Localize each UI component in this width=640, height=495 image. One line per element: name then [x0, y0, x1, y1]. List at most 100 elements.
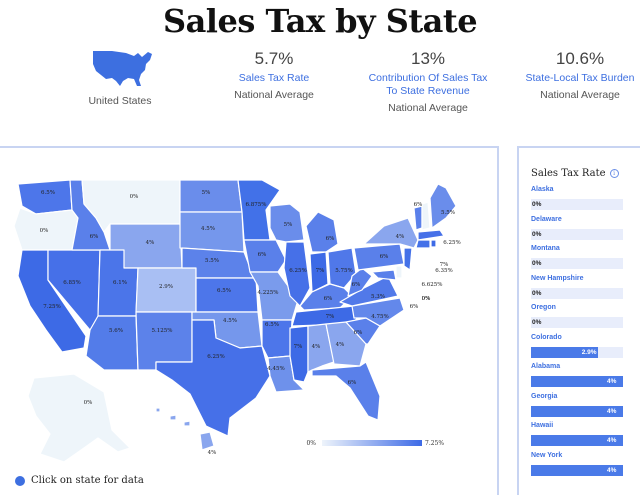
- rate-item[interactable]: Hawaii 4%: [531, 422, 632, 452]
- state-rate-label: 4%: [208, 450, 217, 456]
- rate-item[interactable]: Alabama 4%: [531, 363, 632, 393]
- rate-item[interactable]: Colorado 2.9%: [531, 334, 632, 364]
- state-north-carolina[interactable]: [351, 297, 405, 327]
- state-rate-label: 4.45%: [267, 366, 284, 372]
- state-hawaii-3[interactable]: [183, 420, 191, 427]
- state-rate-label: 5.125%: [152, 328, 173, 334]
- rate-bar-track: 4%: [531, 435, 623, 446]
- state-rate-label: 5.75%: [335, 268, 352, 274]
- state-wisconsin[interactable]: [269, 203, 305, 243]
- state-michigan[interactable]: [305, 211, 339, 253]
- sidebar-title-text: Sales Tax Rate: [531, 168, 606, 179]
- state-south-dakota[interactable]: [179, 211, 245, 253]
- state-ohio[interactable]: [327, 247, 357, 289]
- state-rate-label: 5.5%: [441, 210, 455, 216]
- stat-label[interactable]: State-Local Tax Burden: [525, 72, 635, 84]
- state-rate-label: 4%: [396, 234, 405, 240]
- state-new-jersey[interactable]: [403, 247, 413, 271]
- sidebar-title: Sales Tax Rate i: [531, 168, 632, 179]
- state-rate-label: 6.5%: [217, 288, 231, 294]
- rate-bar-track: 0%: [531, 258, 623, 269]
- scale-max-label: 7.25%: [425, 440, 444, 447]
- rate-item-value: 4%: [607, 437, 617, 444]
- rate-item[interactable]: Montana 0%: [531, 245, 632, 275]
- state-new-hampshire[interactable]: [421, 201, 431, 231]
- state-hawaii-2[interactable]: [169, 414, 177, 421]
- stat-sales-tax-rate: 5.7% Sales Tax Rate National Average: [222, 48, 326, 101]
- state-hawaii-4[interactable]: [199, 431, 215, 451]
- rate-item[interactable]: New Hampshire 0%: [531, 275, 632, 305]
- state-rate-label: 7%: [440, 262, 449, 268]
- state-rate-label: 4.5%: [201, 226, 215, 232]
- scale-gradient: [322, 440, 422, 446]
- state-rate-label: 5%: [202, 190, 211, 196]
- rate-item-name: Delaware: [531, 215, 562, 223]
- state-rate-label: 6.1%: [113, 280, 127, 286]
- state-kentucky[interactable]: [299, 283, 353, 311]
- state-delaware[interactable]: [395, 265, 403, 279]
- state-rate-label: 7%: [316, 268, 325, 274]
- rate-bar-track: 4%: [531, 376, 623, 387]
- state-maine[interactable]: [429, 183, 457, 229]
- stat-sub: National Average: [388, 102, 468, 114]
- state-rate-label: 4%: [146, 240, 155, 246]
- state-north-dakota[interactable]: [179, 179, 243, 213]
- state-alaska[interactable]: [27, 373, 131, 463]
- state-florida[interactable]: [311, 361, 381, 421]
- rate-bar-track: 0%: [531, 199, 623, 210]
- state-rhode-island[interactable]: [430, 239, 437, 248]
- rate-bar-track: 0%: [531, 287, 623, 299]
- stat-sub: National Average: [234, 89, 314, 101]
- stat-sub: National Average: [540, 89, 620, 101]
- state-colorado[interactable]: [135, 267, 197, 313]
- rate-item-value: 0%: [532, 230, 542, 238]
- rate-list: Alaska 0% Delaware 0% Montana 0% New Hampshire…: [531, 186, 632, 481]
- state-indiana[interactable]: [309, 251, 329, 293]
- state-vermont[interactable]: [413, 205, 423, 231]
- state-rate-label: 4.225%: [258, 290, 279, 296]
- state-south-carolina[interactable]: [345, 317, 381, 345]
- state-rate-label: 6.85%: [63, 280, 80, 286]
- state-mississippi[interactable]: [289, 325, 309, 383]
- state-iowa[interactable]: [243, 239, 287, 273]
- rate-bar-fill: [531, 464, 623, 476]
- rate-item[interactable]: Delaware 0%: [531, 216, 632, 246]
- state-rate-label: 0%: [40, 228, 49, 234]
- state-texas[interactable]: [155, 319, 271, 437]
- state-washington[interactable]: [17, 179, 73, 215]
- stat-value: 10.6%: [555, 49, 605, 68]
- stats-row: United States 5.7% Sales Tax Rate Nation…: [0, 48, 640, 128]
- state-rate-label: 6%: [414, 202, 423, 208]
- rate-item-name: Oregon: [531, 304, 556, 311]
- stat-label[interactable]: Sales Tax Rate: [238, 72, 310, 84]
- state-new-mexico[interactable]: [135, 311, 193, 371]
- state-rate-label: 6%: [326, 236, 335, 242]
- rate-bar-track: 0%: [531, 228, 623, 240]
- rate-item[interactable]: New York 4%: [531, 452, 632, 482]
- info-icon[interactable]: i: [609, 169, 619, 178]
- state-rate-label: 4%: [336, 342, 345, 348]
- state-rate-label: 5.3%: [371, 294, 385, 300]
- stat-value: 5.7%: [254, 49, 294, 68]
- rate-item[interactable]: Alaska 0%: [531, 186, 632, 216]
- rate-item-name: Alabama: [531, 363, 561, 370]
- state-rate-label: 5.5%: [205, 258, 219, 264]
- rate-item[interactable]: Georgia 4%: [531, 393, 632, 423]
- state-rate-label: 0%: [422, 296, 431, 302]
- rate-item[interactable]: Oregon 0%: [531, 304, 632, 334]
- rate-item-value: 4%: [607, 378, 617, 385]
- state-new-york[interactable]: [363, 217, 419, 249]
- us-state-map[interactable]: 6.5%0%7.25%6.85%6%0%4%6.1%5.6%2.9%5.125%…: [0, 148, 497, 495]
- state-rate-label: 6.625%: [422, 282, 443, 288]
- state-arizona[interactable]: [85, 315, 139, 371]
- state-maryland[interactable]: [371, 269, 397, 281]
- state-rate-label: 5.6%: [109, 328, 123, 334]
- stat-label[interactable]: Contribution Of Sales Tax To State Reven…: [368, 72, 488, 97]
- state-massachusetts[interactable]: [417, 229, 445, 241]
- state-kansas[interactable]: [195, 277, 259, 313]
- state-rate-label: 6.5%: [41, 190, 55, 196]
- state-hawaii-1[interactable]: [155, 407, 161, 413]
- state-minnesota[interactable]: [237, 179, 281, 241]
- state-connecticut[interactable]: [415, 239, 431, 249]
- us-map-icon: [93, 51, 152, 86]
